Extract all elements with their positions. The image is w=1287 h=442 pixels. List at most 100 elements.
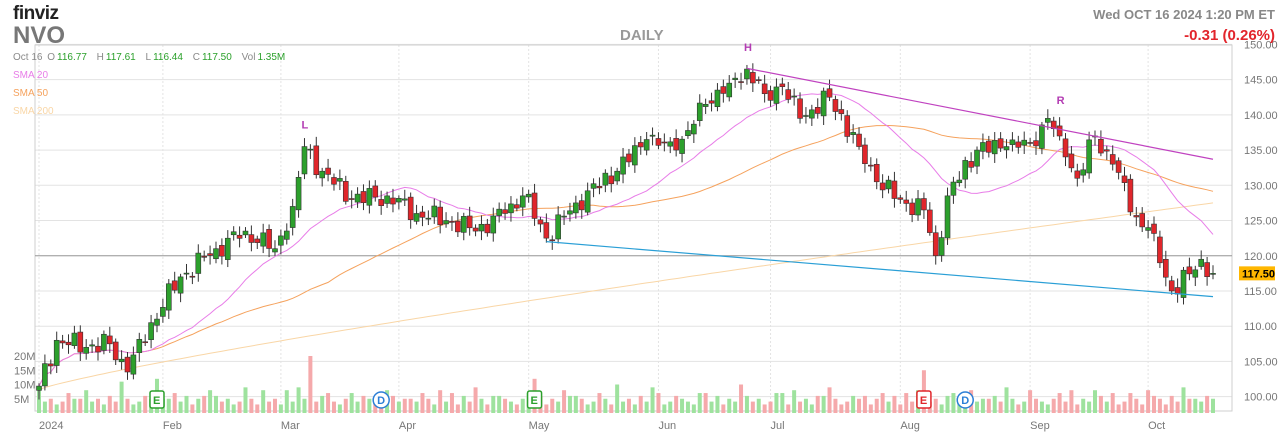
candle (974, 146, 980, 175)
candle (1180, 266, 1187, 305)
candle (154, 312, 160, 333)
candle-body (1056, 125, 1063, 137)
finviz-logo[interactable]: finviz (13, 3, 59, 24)
candle (165, 279, 172, 319)
volume-bar (390, 395, 395, 413)
volume-bar (37, 390, 41, 413)
candle (567, 202, 573, 222)
volume-bar (408, 398, 413, 413)
candle-body (1198, 258, 1205, 267)
candle-body (755, 79, 762, 81)
candle-body (496, 208, 502, 216)
candle (1210, 265, 1216, 280)
candle-body (838, 109, 845, 114)
volume-bar (1016, 404, 1021, 413)
volume-bar (998, 401, 1003, 413)
volume-bar (815, 395, 820, 413)
volume-bar (184, 395, 189, 413)
legend-sma50[interactable]: SMA 50 (13, 88, 49, 99)
candle-body (331, 177, 337, 185)
candle-body (1086, 139, 1092, 174)
candle-body (956, 179, 963, 184)
volume-bars (37, 356, 1215, 413)
legend-sma20[interactable]: SMA 20 (13, 70, 49, 81)
candle-body (879, 182, 886, 191)
earnings-event-icon (526, 390, 543, 409)
candle (301, 138, 308, 180)
candle (449, 216, 455, 231)
candle (938, 230, 945, 262)
candle (325, 158, 331, 182)
candle (360, 184, 367, 211)
candle-body (342, 181, 349, 202)
candle-body (142, 341, 148, 344)
x-tick-label: May (529, 420, 550, 432)
candle-body (567, 210, 573, 215)
candle (1104, 145, 1110, 160)
candle (372, 180, 379, 202)
candle (112, 338, 119, 366)
candle (384, 191, 390, 208)
candle-body (1121, 175, 1128, 183)
candle-body (295, 177, 302, 211)
candle-body (112, 341, 119, 361)
candle-body (384, 195, 390, 204)
candle (295, 170, 302, 218)
volume-bar (939, 404, 944, 413)
volume-bar (78, 398, 83, 413)
y-tick-label: 145.00 (1244, 75, 1278, 87)
volume-value: 1.35M (257, 52, 286, 63)
candle (77, 325, 84, 361)
volume-bar (1022, 401, 1027, 413)
candle (283, 223, 290, 245)
candle-body (213, 248, 219, 260)
candle-body (1109, 154, 1116, 165)
candle-body (77, 331, 84, 353)
candle (160, 298, 166, 323)
candle (868, 157, 874, 172)
dividend-marker-label: D (961, 395, 969, 407)
candle-body (219, 245, 225, 257)
candle-body (289, 206, 296, 228)
candle (791, 88, 797, 106)
candle-body (1039, 124, 1045, 149)
candle-body (655, 138, 662, 146)
candle (460, 212, 467, 241)
candle-body (720, 86, 727, 94)
volume-bar (1039, 401, 1044, 413)
volume-bar (1104, 401, 1109, 413)
candle (407, 192, 414, 229)
candle-body (71, 332, 78, 346)
volume-bar (219, 401, 224, 413)
volume-bar (857, 398, 862, 413)
candle-body (632, 145, 638, 166)
volume-bar (768, 401, 773, 413)
sma20-line (38, 92, 1214, 387)
candle-body (407, 196, 414, 221)
candle-body (201, 256, 207, 258)
x-tick-label: Oct (1148, 420, 1165, 432)
volume-bar (744, 395, 749, 413)
high-value: 117.61 (105, 52, 136, 63)
volume-bar (196, 398, 201, 413)
candle-body (160, 307, 166, 317)
volume-bar (467, 401, 472, 413)
candle-body (1133, 215, 1140, 218)
candle (714, 83, 721, 112)
candle (36, 383, 42, 400)
volume-bar (603, 398, 608, 413)
high-label: H (96, 52, 104, 63)
candle (537, 216, 544, 233)
candle-body (195, 252, 202, 274)
candle-body (1104, 149, 1110, 152)
candle (378, 190, 384, 215)
candle (885, 175, 892, 194)
candle-body (53, 339, 60, 366)
legend-sma200[interactable]: SMA 200 (13, 106, 54, 117)
candle-body (667, 141, 674, 147)
y-tick-label: 140.00 (1244, 110, 1278, 122)
volume-bar (1028, 390, 1033, 413)
volume-bar (438, 390, 443, 413)
candle (614, 167, 620, 185)
